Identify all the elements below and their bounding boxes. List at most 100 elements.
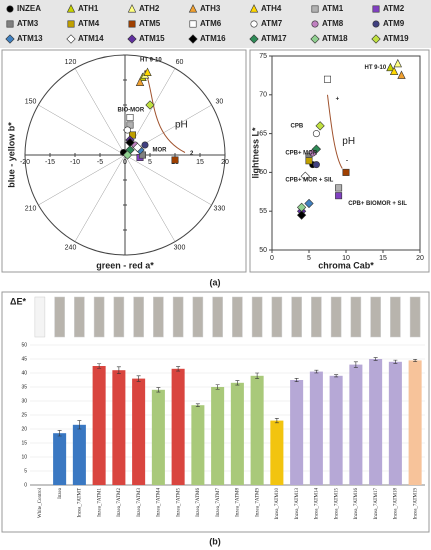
- x-tick-label: Inzea_7ATM10: [275, 488, 280, 520]
- y-tick-label: 15: [21, 440, 27, 446]
- x-tick-label: Inzea_7ATM13: [295, 488, 300, 520]
- radial-line: [124, 154, 176, 242]
- legend-marker: [67, 20, 75, 28]
- error-bar: [195, 403, 200, 407]
- specimen-image: [93, 296, 105, 338]
- legend-label: ATM3: [17, 19, 39, 28]
- specimen-image: [133, 296, 144, 338]
- error-bar: [413, 358, 418, 362]
- legend-marker: [249, 4, 259, 13]
- x-tick-label: Inzea_7ATM2: [117, 488, 122, 517]
- point: [122, 150, 133, 160]
- x-tick-label: Inzea_7ATM15: [334, 488, 339, 520]
- legend-label: ATM17: [261, 34, 287, 43]
- bar: [369, 359, 383, 485]
- bar: [112, 370, 126, 485]
- bar: [171, 368, 185, 485]
- point: [393, 58, 402, 68]
- y-tick-label: 50: [259, 247, 267, 254]
- point: [296, 202, 307, 212]
- legend-label: ATM5: [139, 19, 161, 28]
- y-axis-label: blue - yellow b*: [6, 122, 16, 188]
- error-bar: [116, 366, 121, 374]
- annotation: CPB+ BIOMOR + SIL: [348, 201, 407, 207]
- y-tick-label: 75: [259, 53, 267, 60]
- point: [135, 77, 145, 86]
- angle-label: 120: [65, 59, 77, 66]
- error-bar: [136, 375, 141, 382]
- x-tick-label: 15: [196, 159, 204, 166]
- point: [171, 156, 179, 164]
- x-tick-label: Inzea_7ATMT: [78, 488, 83, 517]
- panel-frame: [249, 49, 430, 273]
- y-tick-label: 25: [21, 412, 27, 418]
- panel-label: (a): [210, 277, 221, 287]
- legend-marker: [372, 5, 380, 13]
- bar: [230, 382, 244, 485]
- point: [132, 142, 143, 153]
- bar: [290, 380, 304, 485]
- annotation: HT 9-10: [365, 65, 387, 71]
- x-tick-label: White_Control: [38, 487, 43, 518]
- legend-marker: [310, 34, 320, 44]
- legend-marker: [249, 34, 259, 44]
- x-axis-label: green - red a*: [96, 260, 154, 270]
- point: [315, 121, 325, 131]
- panel-label: (b): [209, 536, 221, 546]
- legend-label: ATM6: [200, 19, 222, 28]
- legend-marker: [311, 5, 319, 13]
- chart-title: ΔE*: [10, 296, 26, 306]
- y-tick-label: 50: [21, 342, 27, 348]
- specimen-image: [34, 296, 46, 338]
- angle-label: 60: [176, 59, 184, 66]
- annotation: +: [336, 96, 340, 102]
- legend-label: ATM14: [78, 34, 104, 43]
- specimen-image: [409, 296, 421, 338]
- legend-marker: [189, 20, 197, 28]
- legend-label: ATH1: [78, 4, 99, 13]
- specimen-image: [350, 296, 362, 338]
- legend-marker: [6, 5, 14, 13]
- y-tick-label: 70: [259, 92, 267, 99]
- legend-marker: [372, 20, 380, 28]
- legend-label: ATM1: [322, 4, 344, 13]
- legend-label: ATH2: [139, 4, 160, 13]
- legend-label: ATM4: [78, 19, 100, 28]
- y-tick-label: 35: [21, 384, 27, 390]
- point: [389, 66, 399, 76]
- annotation: HT 9-10: [140, 58, 162, 64]
- legend-label: ATM15: [139, 34, 165, 43]
- y-tick-label: 65: [259, 130, 267, 137]
- error-bar: [255, 372, 260, 379]
- annotation: pH: [175, 120, 188, 131]
- bar: [211, 387, 225, 485]
- error-bar: [294, 378, 299, 382]
- point: [335, 192, 343, 200]
- x-tick-label: Inzea_7ATM4: [157, 488, 162, 517]
- x-tick-label: -10: [70, 159, 80, 166]
- specimen-image: [192, 296, 204, 338]
- bar: [329, 375, 343, 485]
- y-tick-label: 30: [21, 398, 27, 404]
- specimen-image: [113, 296, 125, 338]
- point: [335, 184, 343, 192]
- specimen-image: [330, 296, 342, 338]
- x-tick-label: -5: [97, 159, 103, 166]
- x-tick-label: 20: [221, 159, 229, 166]
- specimen-image: [291, 296, 302, 338]
- x-tick-label: Inzea_7ATM6: [196, 488, 201, 517]
- angle-label: 240: [65, 245, 77, 252]
- error-bar: [156, 387, 161, 393]
- legend-marker: [250, 20, 258, 28]
- legend-marker: [188, 34, 198, 44]
- bar: [191, 405, 205, 485]
- y-tick-label: 45: [21, 356, 27, 362]
- annotation: -: [346, 158, 348, 164]
- bar: [72, 424, 86, 485]
- point: [312, 130, 320, 138]
- error-bar: [77, 420, 82, 430]
- legend-label: ATM8: [322, 19, 344, 28]
- error-bar: [57, 430, 62, 437]
- x-tick-label: Inzea_7ATM18: [394, 488, 399, 520]
